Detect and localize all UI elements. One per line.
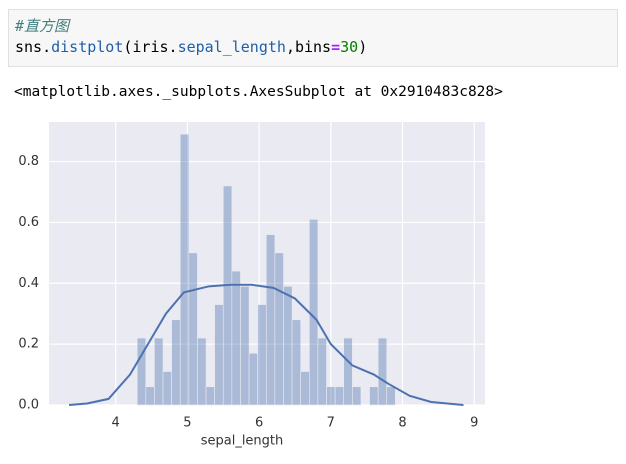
- bar: [334, 386, 345, 406]
- bar: [214, 304, 224, 406]
- bar: [240, 286, 250, 406]
- bar: [317, 337, 327, 406]
- x-tick-label: 5: [183, 416, 191, 431]
- bar: [300, 371, 310, 406]
- code-token: (iris.: [123, 38, 178, 56]
- code-comment: #直方图: [15, 17, 70, 35]
- bar: [274, 252, 284, 406]
- code-token: sepal_length: [177, 38, 286, 56]
- kde-line: [68, 283, 464, 406]
- bar: [283, 286, 293, 406]
- output-text: <matplotlib.axes._subplots.AxesSubplot a…: [14, 84, 503, 100]
- x-tick-label: 6: [255, 416, 263, 431]
- bar: [179, 133, 190, 406]
- bar: [343, 337, 353, 406]
- code-token: sns.: [15, 38, 52, 56]
- bar: [257, 304, 267, 406]
- code-token: 30: [340, 38, 359, 56]
- bar: [377, 337, 388, 406]
- x-tick-label: 4: [112, 416, 120, 431]
- code-token: ,bins: [285, 38, 332, 56]
- y-tick-label: 0.0: [18, 398, 39, 413]
- bar: [188, 252, 198, 406]
- y-tick-label: 0.4: [18, 276, 39, 291]
- x-tick-label: 8: [398, 416, 406, 431]
- code-token: ): [358, 38, 368, 56]
- bar: [162, 371, 172, 406]
- code-cell[interactable]: #直方图 sns.distplot(iris.sepal_length,bins…: [8, 9, 618, 67]
- bar: [136, 337, 147, 406]
- bar: [352, 386, 362, 406]
- x-tick-label: 9: [470, 416, 478, 431]
- bar: [326, 386, 336, 406]
- bar: [386, 386, 396, 406]
- y-tick-label: 0.8: [18, 154, 39, 169]
- x-axis-label: sepal_length: [201, 434, 284, 449]
- code-token: =: [331, 38, 341, 56]
- bar: [154, 337, 164, 406]
- bar: [222, 185, 233, 406]
- bar: [197, 337, 207, 406]
- bar: [265, 234, 276, 406]
- code-line: sns.distplot(iris.sepal_length,bins=30): [15, 37, 611, 58]
- bar: [171, 319, 181, 406]
- bar: [205, 386, 215, 406]
- code-token: distplot: [51, 38, 124, 56]
- bar: [231, 270, 241, 406]
- chart: 0.0 0.2 0.4 0.6 0.8 4 5 6 7 8 9 sepal_length: [18, 122, 485, 449]
- bar: [369, 386, 379, 406]
- y-tick-label: 0.2: [18, 337, 39, 352]
- bar: [145, 386, 155, 406]
- bar: [248, 352, 258, 406]
- y-tick-label: 0.6: [18, 215, 39, 230]
- x-tick-label: 7: [327, 416, 335, 431]
- bar: [309, 219, 319, 406]
- bar: [291, 319, 302, 406]
- plot-area: [49, 122, 485, 405]
